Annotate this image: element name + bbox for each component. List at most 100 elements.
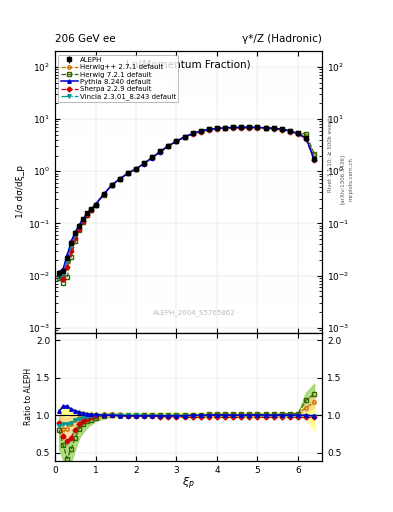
Vincia 2.3.01_8.243 default — [61, 271, 66, 278]
Herwig++ 2.7.1 default — [69, 243, 73, 249]
Sherpa 2.2.9 default — [134, 166, 138, 172]
Herwig++ 2.7.1 default — [296, 130, 300, 136]
Line: Herwig++ 2.7.1 default: Herwig++ 2.7.1 default — [57, 125, 316, 278]
Sherpa 2.2.9 default — [158, 149, 163, 155]
Herwig 7.2.1 default — [69, 253, 73, 260]
Pythia 8.240 default — [109, 182, 114, 188]
Sherpa 2.2.9 default — [263, 125, 268, 132]
Pythia 8.240 default — [81, 216, 86, 222]
Sherpa 2.2.9 default — [109, 182, 114, 188]
Pythia 8.240 default — [263, 125, 268, 131]
X-axis label: $\xi_p$: $\xi_p$ — [182, 476, 195, 493]
Pythia 8.240 default — [57, 269, 61, 275]
Herwig 7.2.1 default — [288, 127, 292, 134]
Vincia 2.3.01_8.243 default — [73, 232, 78, 238]
Sherpa 2.2.9 default — [223, 125, 228, 132]
Pythia 8.240 default — [166, 143, 171, 149]
Herwig 7.2.1 default — [255, 124, 260, 131]
Vincia 2.3.01_8.243 default — [239, 124, 244, 131]
Herwig++ 2.7.1 default — [255, 124, 260, 131]
Pythia 8.240 default — [271, 125, 276, 132]
Text: 206 GeV ee: 206 GeV ee — [55, 33, 116, 44]
Herwig++ 2.7.1 default — [182, 134, 187, 140]
Line: Pythia 8.240 default: Pythia 8.240 default — [57, 125, 316, 274]
Vincia 2.3.01_8.243 default — [231, 124, 235, 131]
Sherpa 2.2.9 default — [279, 127, 284, 133]
Vincia 2.3.01_8.243 default — [109, 182, 114, 188]
Herwig++ 2.7.1 default — [198, 128, 203, 134]
Herwig 7.2.1 default — [65, 274, 70, 281]
Sherpa 2.2.9 default — [118, 176, 122, 182]
Herwig 7.2.1 default — [61, 280, 66, 286]
Herwig++ 2.7.1 default — [150, 155, 154, 161]
Sherpa 2.2.9 default — [255, 125, 260, 131]
Pythia 8.240 default — [69, 238, 73, 244]
Vincia 2.3.01_8.243 default — [174, 138, 179, 144]
Vincia 2.3.01_8.243 default — [89, 206, 94, 212]
Text: γ*/Z (Hadronic): γ*/Z (Hadronic) — [242, 33, 322, 44]
Herwig 7.2.1 default — [89, 207, 94, 214]
Herwig 7.2.1 default — [134, 165, 138, 172]
Herwig 7.2.1 default — [239, 124, 244, 130]
Sherpa 2.2.9 default — [57, 273, 61, 279]
Vincia 2.3.01_8.243 default — [134, 165, 138, 172]
Pythia 8.240 default — [296, 131, 300, 137]
Vincia 2.3.01_8.243 default — [142, 160, 147, 166]
Herwig++ 2.7.1 default — [93, 201, 98, 207]
Herwig++ 2.7.1 default — [279, 126, 284, 132]
Herwig 7.2.1 default — [57, 275, 61, 282]
Pythia 8.240 default — [231, 124, 235, 131]
Herwig 7.2.1 default — [81, 219, 86, 225]
Pythia 8.240 default — [89, 206, 94, 212]
Sherpa 2.2.9 default — [182, 134, 187, 140]
Herwig++ 2.7.1 default — [142, 160, 147, 166]
Pythia 8.240 default — [304, 135, 309, 141]
Sherpa 2.2.9 default — [239, 125, 244, 131]
Text: Ln(Momentum Fraction): Ln(Momentum Fraction) — [126, 60, 251, 70]
Pythia 8.240 default — [61, 266, 66, 272]
Pythia 8.240 default — [190, 131, 195, 137]
Herwig++ 2.7.1 default — [73, 232, 78, 238]
Pythia 8.240 default — [158, 148, 163, 155]
Herwig++ 2.7.1 default — [263, 125, 268, 131]
Vincia 2.3.01_8.243 default — [247, 124, 252, 131]
Text: mcplots.cern.ch: mcplots.cern.ch — [349, 157, 354, 201]
Pythia 8.240 default — [125, 170, 130, 177]
Vincia 2.3.01_8.243 default — [190, 131, 195, 137]
Vincia 2.3.01_8.243 default — [150, 155, 154, 161]
Vincia 2.3.01_8.243 default — [118, 176, 122, 182]
Vincia 2.3.01_8.243 default — [296, 131, 300, 137]
Line: Herwig 7.2.1 default: Herwig 7.2.1 default — [57, 125, 316, 285]
Herwig++ 2.7.1 default — [77, 224, 82, 230]
Sherpa 2.2.9 default — [69, 248, 73, 254]
Herwig++ 2.7.1 default — [174, 138, 179, 144]
Herwig 7.2.1 default — [101, 191, 106, 198]
Sherpa 2.2.9 default — [81, 218, 86, 224]
Text: Rivet 3.1.10; ≥ 500k events: Rivet 3.1.10; ≥ 500k events — [328, 115, 333, 192]
Vincia 2.3.01_8.243 default — [215, 125, 219, 132]
Herwig 7.2.1 default — [279, 126, 284, 132]
Sherpa 2.2.9 default — [73, 235, 78, 241]
Herwig 7.2.1 default — [312, 151, 316, 157]
Vincia 2.3.01_8.243 default — [57, 274, 61, 280]
Herwig++ 2.7.1 default — [109, 182, 114, 188]
Sherpa 2.2.9 default — [65, 264, 70, 270]
Herwig++ 2.7.1 default — [118, 176, 122, 182]
Herwig 7.2.1 default — [215, 125, 219, 132]
Pythia 8.240 default — [239, 124, 244, 131]
Vincia 2.3.01_8.243 default — [279, 126, 284, 133]
Herwig 7.2.1 default — [247, 124, 252, 130]
Sherpa 2.2.9 default — [85, 211, 90, 218]
Vincia 2.3.01_8.243 default — [69, 242, 73, 248]
Herwig++ 2.7.1 default — [288, 127, 292, 134]
Herwig++ 2.7.1 default — [89, 206, 94, 212]
Pythia 8.240 default — [174, 138, 179, 144]
Herwig++ 2.7.1 default — [125, 170, 130, 176]
Pythia 8.240 default — [85, 210, 90, 216]
Vincia 2.3.01_8.243 default — [312, 156, 316, 162]
Pythia 8.240 default — [223, 125, 228, 131]
Herwig++ 2.7.1 default — [271, 125, 276, 131]
Sherpa 2.2.9 default — [231, 125, 235, 131]
Herwig 7.2.1 default — [85, 212, 90, 219]
Herwig 7.2.1 default — [109, 182, 114, 188]
